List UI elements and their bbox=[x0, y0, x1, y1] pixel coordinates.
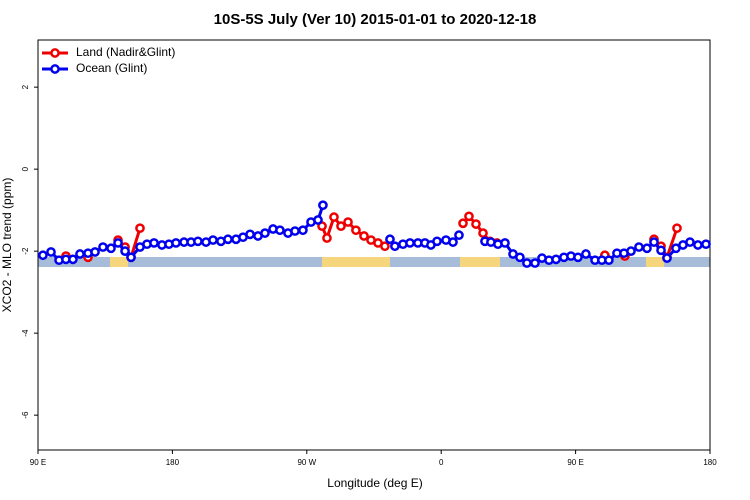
data-point bbox=[318, 200, 328, 211]
data-point bbox=[454, 230, 464, 241]
x-axis-label: Longitude (deg E) bbox=[327, 476, 422, 490]
data-point bbox=[385, 234, 395, 245]
chart-title: 10S-5S July (Ver 10) 2015-01-01 to 2020-… bbox=[214, 11, 537, 28]
data-point bbox=[171, 238, 181, 248]
data-point bbox=[604, 255, 614, 266]
y-tick-label: -2 bbox=[21, 247, 30, 255]
data-point bbox=[126, 252, 136, 263]
x-tick-label: 180 bbox=[166, 458, 180, 467]
data-point bbox=[471, 219, 481, 229]
y-tick-label: 0 bbox=[21, 166, 30, 171]
y-tick-label: 2 bbox=[21, 84, 30, 89]
data-point bbox=[351, 225, 361, 236]
data-point bbox=[298, 225, 308, 236]
data-point bbox=[106, 243, 116, 254]
data-point bbox=[464, 211, 474, 222]
legend-label: Ocean (Glint) bbox=[76, 61, 147, 75]
legend-label: Land (Nadir&Glint) bbox=[76, 45, 175, 59]
land-strip bbox=[646, 257, 664, 267]
data-point bbox=[193, 236, 203, 247]
data-point bbox=[685, 237, 695, 247]
data-point bbox=[634, 242, 644, 252]
x-tick-label: 90 E bbox=[567, 458, 583, 467]
data-point bbox=[343, 217, 353, 227]
data-point bbox=[223, 234, 233, 245]
land-strip bbox=[322, 257, 390, 267]
data-point bbox=[149, 238, 159, 248]
data-point bbox=[75, 249, 85, 259]
data-point bbox=[322, 233, 332, 243]
data-point bbox=[135, 223, 145, 234]
data-point bbox=[90, 247, 100, 257]
land-strip bbox=[460, 257, 500, 267]
land-strip bbox=[110, 257, 128, 267]
y-axis-label: XCO2 - MLO trend (ppm) bbox=[0, 178, 14, 313]
data-point bbox=[390, 241, 400, 252]
data-point bbox=[245, 229, 255, 240]
data-point bbox=[656, 245, 666, 256]
data-point bbox=[500, 238, 510, 248]
data-point bbox=[380, 241, 390, 252]
data-point bbox=[693, 240, 703, 250]
data-point bbox=[329, 212, 339, 222]
data-point bbox=[313, 215, 323, 225]
data-point bbox=[120, 246, 130, 256]
x-tick-label: 90 E bbox=[30, 458, 46, 467]
data-point bbox=[662, 253, 672, 263]
data-point bbox=[46, 247, 56, 257]
data-point bbox=[626, 246, 636, 256]
data-point bbox=[642, 243, 652, 254]
data-point bbox=[649, 237, 659, 247]
y-tick-label: -4 bbox=[21, 329, 30, 337]
data-point bbox=[38, 250, 48, 261]
data-point bbox=[551, 254, 561, 265]
x-tick-label: 180 bbox=[703, 458, 717, 467]
legend-marker bbox=[50, 48, 60, 58]
data-point bbox=[359, 231, 369, 241]
data-point bbox=[478, 228, 488, 238]
data-point bbox=[405, 238, 415, 248]
data-point bbox=[458, 218, 468, 229]
data-point bbox=[701, 239, 711, 250]
data-point bbox=[573, 252, 583, 263]
x-tick-label: 90 W bbox=[297, 458, 316, 467]
data-point bbox=[530, 258, 540, 268]
data-point bbox=[522, 258, 532, 268]
series-line bbox=[116, 213, 679, 262]
data-point bbox=[98, 242, 108, 252]
data-point bbox=[290, 226, 300, 236]
data-point bbox=[113, 238, 123, 248]
y-tick-label: -6 bbox=[21, 411, 30, 419]
data-point bbox=[515, 252, 525, 263]
x-tick-label: 0 bbox=[439, 458, 444, 467]
data-point bbox=[275, 225, 285, 236]
data-point bbox=[672, 223, 682, 234]
data-point bbox=[68, 254, 78, 265]
data-point bbox=[336, 221, 346, 231]
data-point bbox=[260, 228, 270, 238]
data-point bbox=[448, 237, 458, 247]
legend: Land (Nadir&Glint) Ocean (Glint) bbox=[42, 45, 175, 75]
data-point bbox=[432, 236, 442, 247]
land-ocean-strip bbox=[38, 257, 710, 267]
data-point bbox=[208, 235, 218, 245]
legend-marker bbox=[50, 64, 60, 74]
data-point bbox=[581, 249, 591, 259]
